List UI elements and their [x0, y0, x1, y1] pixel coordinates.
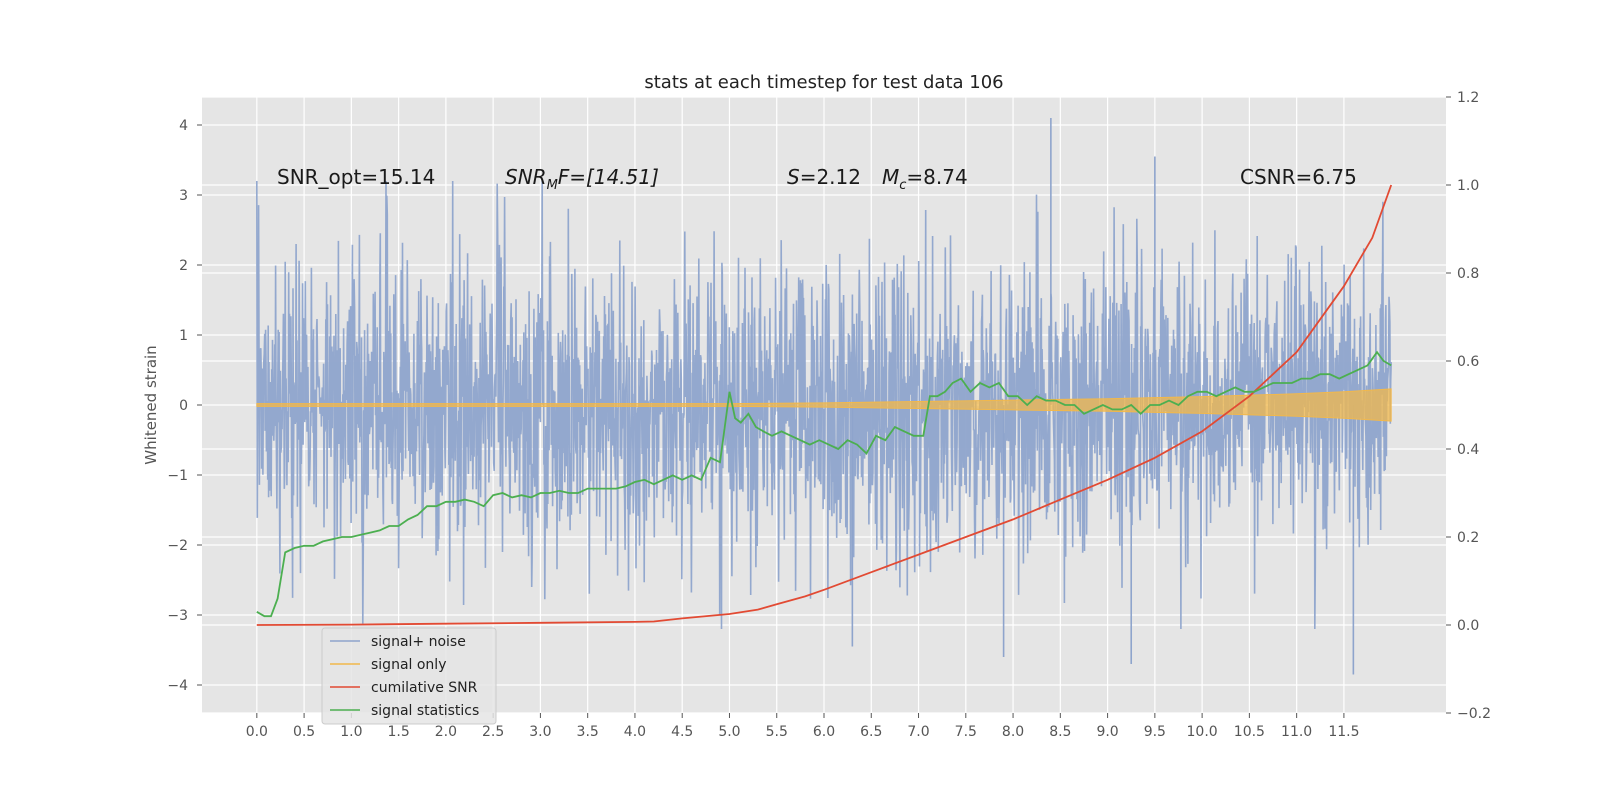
x-tick-label: 7.0 — [907, 724, 929, 740]
signal-statistics-line — [256, 350, 1392, 618]
x-tick-label: 10.5 — [1234, 724, 1265, 740]
y-tick-label: 4 — [179, 118, 188, 134]
legend: signal+ noise signal only cumilative SNR… — [321, 627, 497, 725]
x-tick-label: 6.5 — [860, 724, 882, 740]
y2-tick-label: 1.0 — [1457, 178, 1479, 194]
annotation-snr-mf-rest: F=[14.51] — [558, 165, 659, 189]
y-tick-label: 0 — [179, 398, 188, 414]
y2-tick-label: 0.0 — [1457, 618, 1479, 634]
signal-statistics-series — [256, 350, 1392, 618]
annotation-spin: S=2.12 — [787, 165, 861, 189]
x-tick-label: 1.0 — [340, 724, 362, 740]
y-tick-label: 1 — [179, 328, 188, 344]
x-tick-label: 8.5 — [1049, 724, 1071, 740]
cumulative-snr-series — [256, 184, 1393, 626]
x-tick-label: 4.0 — [624, 724, 646, 740]
annotation-csnr: CSNR=6.75 — [1240, 165, 1357, 189]
annotation-mc-main: M — [882, 165, 899, 189]
y2-tick-label: 0.2 — [1457, 530, 1479, 546]
y-tick-label: −2 — [167, 538, 188, 554]
legend-label-statistics: signal statistics — [371, 703, 479, 719]
x-tick-label: 11.5 — [1328, 724, 1359, 740]
x-tick-label: 8.0 — [1002, 724, 1024, 740]
cumulative-snr-line — [256, 184, 1393, 626]
x-tick-label: 5.5 — [766, 724, 788, 740]
x-tick-label: 5.0 — [718, 724, 740, 740]
y2-tick-label: 0.8 — [1457, 266, 1479, 282]
y-tick-label: 3 — [179, 188, 188, 204]
legend-box — [321, 627, 497, 725]
x-tick-label: 10.0 — [1187, 724, 1218, 740]
legend-label-noise: signal+ noise — [371, 634, 466, 650]
annotation-spin-value: =2.12 — [800, 165, 861, 189]
chart-title: stats at each timestep for test data 106 — [644, 72, 1003, 93]
y2-tick-label: 1.2 — [1457, 90, 1479, 106]
annotation-snr-mf-main: SNR — [505, 165, 547, 189]
y-tick-label: −4 — [167, 678, 188, 694]
x-tick-label: 11.0 — [1281, 724, 1312, 740]
x-tick-label: 2.0 — [435, 724, 457, 740]
annotation-snr-mf: SNRMF=[14.51] — [505, 165, 659, 193]
annotation-snr-mf-sub: M — [547, 178, 558, 193]
annotation-mc-value: =8.74 — [906, 165, 967, 189]
legend-label-snr: cumilative SNR — [371, 680, 478, 696]
x-tick-label: 6.0 — [813, 724, 835, 740]
x-tick-label: 7.5 — [955, 724, 977, 740]
x-tick-label: 3.5 — [577, 724, 599, 740]
x-tick-label: 1.5 — [387, 724, 409, 740]
x-tick-label: 0.5 — [293, 724, 315, 740]
x-tick-label: 4.5 — [671, 724, 693, 740]
annotation-mc-sub: c — [899, 178, 906, 193]
y-tick-label: −1 — [167, 468, 188, 484]
annotation-snr-opt: SNR_opt=15.14 — [277, 165, 435, 189]
annotation-chirp-mass: Mc=8.74 — [882, 165, 968, 193]
y-tick-label: 2 — [179, 258, 188, 274]
y2-tick-label: 0.4 — [1457, 442, 1479, 458]
signal-only-series — [256, 388, 1392, 422]
axes: 0.0 0.5 1.0 1.5 2.0 2.5 3.0 3.5 4.0 4.5 5.0 5.5 6.0 6… — [167, 90, 1491, 740]
x-tick-label: 0.0 — [246, 724, 268, 740]
legend-label-signal: signal only — [371, 657, 446, 673]
x-tick-label: 9.0 — [1096, 724, 1118, 740]
x-tick-label: 2.5 — [482, 724, 504, 740]
x-tick-label: 3.0 — [529, 724, 551, 740]
y2-tick-label: −0.2 — [1457, 706, 1491, 722]
signal-only-band — [256, 388, 1392, 422]
annotation-spin-symbol: S — [787, 165, 800, 189]
y-tick-label: −3 — [167, 608, 188, 624]
x-tick-label: 9.5 — [1144, 724, 1166, 740]
y-axis-label: Whitened strain — [142, 345, 160, 464]
y2-tick-label: 0.6 — [1457, 354, 1479, 370]
